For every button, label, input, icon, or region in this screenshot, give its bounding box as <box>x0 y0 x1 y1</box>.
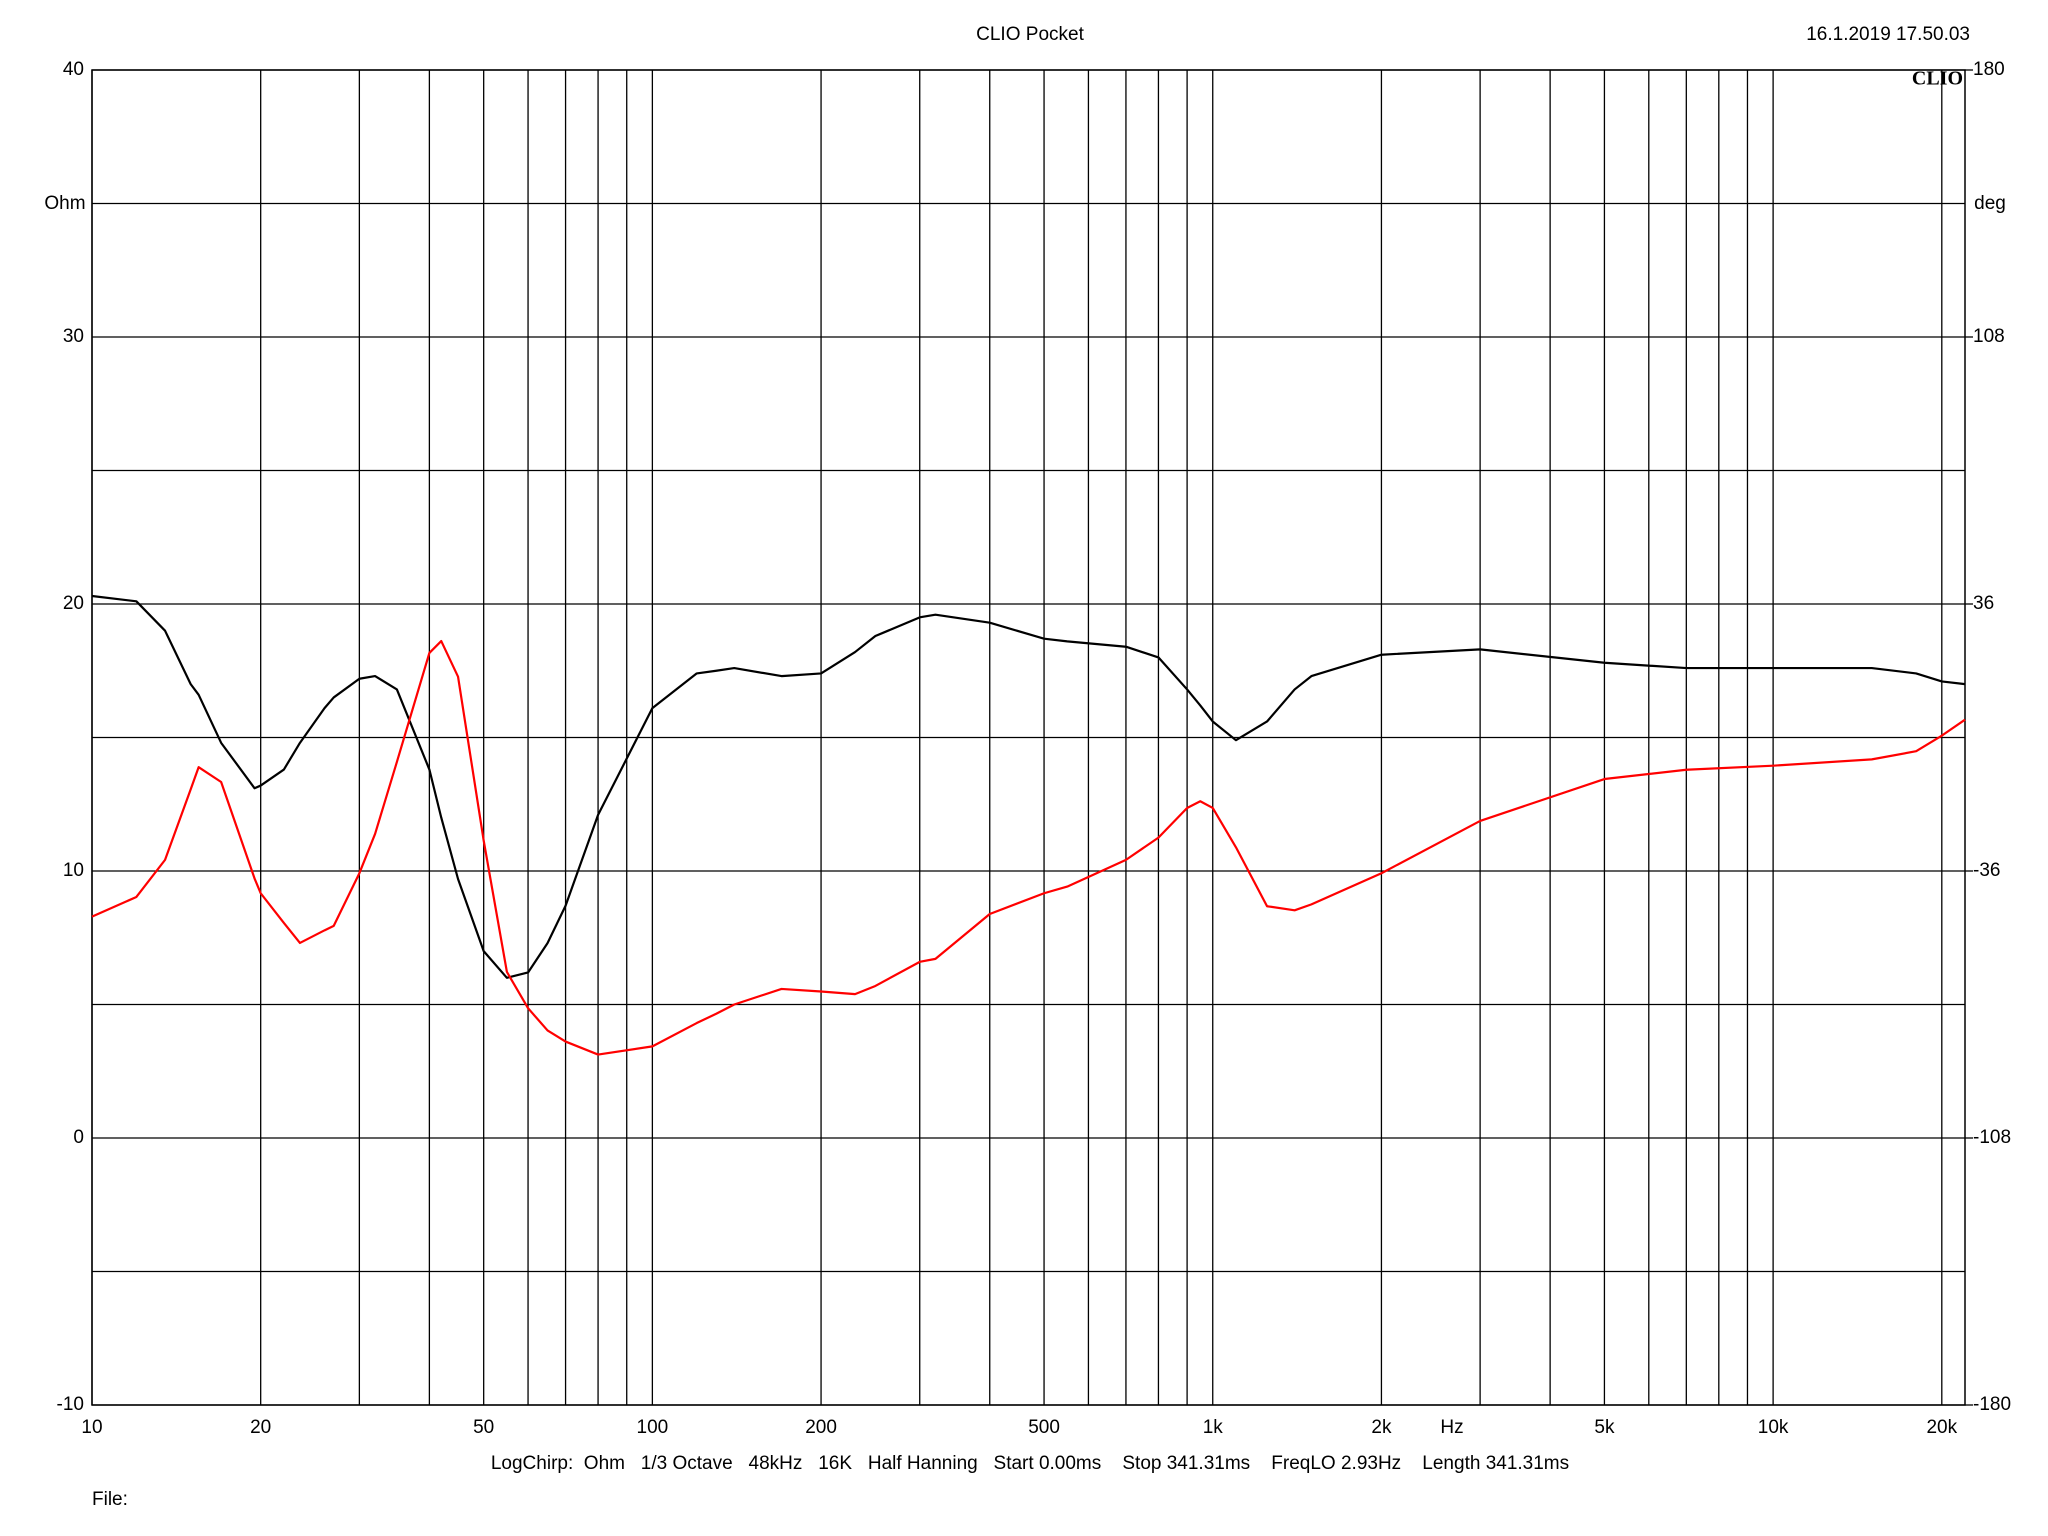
y2-tick-label: -180 <box>1973 1394 2011 1415</box>
x-tick-label: 10 <box>81 1417 102 1438</box>
y2-tick-label: -108 <box>1973 1127 2011 1148</box>
footer: LogChirp: Ohm 1/3 Octave 48kHz 16K Half … <box>491 1453 1569 1474</box>
y-tick-label: 0 <box>73 1127 84 1148</box>
plot-frame <box>91 69 1966 1406</box>
x-tick-label: 5k <box>1594 1417 1615 1438</box>
y2-axis-label: deg <box>1974 193 2006 214</box>
logo: CLIO <box>1912 68 1963 90</box>
x-tick-label: 100 <box>637 1417 669 1438</box>
file-label: File: <box>92 1489 128 1510</box>
series-line <box>91 594 1966 979</box>
x-tick-label: 200 <box>805 1417 837 1438</box>
y2-tick-label: -36 <box>1973 860 2000 881</box>
x-tick-label: 2k <box>1371 1417 1392 1438</box>
x-tick-label: 50 <box>473 1417 494 1438</box>
y-tick-label: -10 <box>57 1394 84 1415</box>
y2-tick-label: 180 <box>1973 59 2005 80</box>
y-tick-label: 40 <box>63 59 84 80</box>
y-tick-label: 30 <box>63 326 84 347</box>
x-tick-label: 20 <box>250 1417 271 1438</box>
y-tick-label: 20 <box>63 593 84 614</box>
y-axis-label: Ohm <box>44 193 85 214</box>
y2-tick-label: 108 <box>1973 326 2005 347</box>
x-tick-label: 1k <box>1203 1417 1224 1438</box>
y2-tick-label: 36 <box>1973 593 1994 614</box>
y-tick-label: 10 <box>63 860 84 881</box>
x-tick-label: 10k <box>1758 1417 1789 1438</box>
series-line <box>91 639 1966 1056</box>
timestamp: 16.1.2019 17.50.03 <box>1806 24 1970 45</box>
x-tick-label: 500 <box>1028 1417 1060 1438</box>
chart-title: CLIO Pocket <box>976 24 1084 45</box>
x-tick-label: 20k <box>1926 1417 1957 1438</box>
x-axis-label: Hz <box>1440 1417 1463 1438</box>
